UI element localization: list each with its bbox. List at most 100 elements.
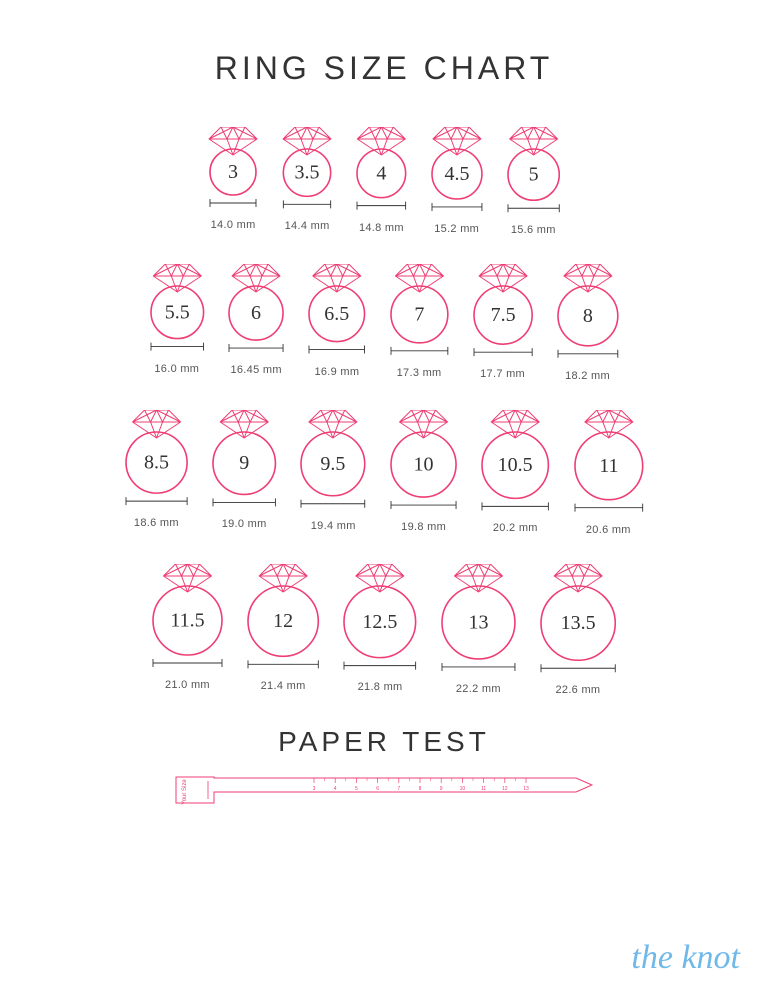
ring-mm-label: 22.6 mm <box>555 684 600 696</box>
ring-item: 11.5 21.0 mm <box>149 564 226 696</box>
ring-icon: 8.5 <box>122 410 191 511</box>
ring-item: 9 19.0 mm <box>209 410 279 536</box>
ring-icon: 5.5 <box>147 264 208 357</box>
ring-size-label: 10 <box>414 454 434 476</box>
ring-item: 12 21.4 mm <box>244 564 322 696</box>
ring-item: 3.5 14.4 mm <box>279 127 335 236</box>
ring-item: 3 14.0 mm <box>205 127 261 236</box>
svg-text:5: 5 <box>355 786 358 792</box>
ring-item: 414.8 mm <box>353 127 410 236</box>
ring-item: 5.5 16.0 mm <box>147 264 208 382</box>
ring-item: 12.5 21.8 mm <box>340 564 420 696</box>
ring-item: 10.5 20.2 mm <box>478 410 552 536</box>
ring-size-label: 4 <box>376 162 386 184</box>
ring-item: 5 15.6 mm <box>504 127 563 236</box>
ring-size-label: 3.5 <box>295 162 320 184</box>
ring-size-label: 13.5 <box>560 612 595 634</box>
ring-icon: 13.5 <box>537 564 619 678</box>
ring-row: 8.5 18.6 mm 9 19.0 mm 9.5 19.4 mm 10 19.8 mm 10.… <box>122 410 646 536</box>
paper-test-label: Your Size <box>182 779 188 805</box>
ring-row: 3 14.0 mm 3.5 14.4 mm 414.8 mm 4.5 15.2 mm 5 15.… <box>205 127 563 236</box>
svg-text:6: 6 <box>376 786 379 792</box>
svg-text:9: 9 <box>440 786 443 792</box>
svg-text:12: 12 <box>502 786 508 792</box>
ring-mm-label: 19.4 mm <box>311 520 356 532</box>
paper-test-ruler-icon: Your Size 3 4 5 6 7 8 9 10 11 12 13 <box>174 776 594 806</box>
ring-item: 6.516.9 mm <box>305 264 369 382</box>
ring-icon: 11 <box>571 410 647 518</box>
ring-icon: 3.5 <box>279 127 335 214</box>
ring-mm-label: 20.6 mm <box>586 524 631 536</box>
svg-text:13: 13 <box>523 786 529 792</box>
ring-icon: 10 <box>387 410 460 515</box>
ring-icon: 7.5 <box>470 264 536 362</box>
ring-item: 4.5 15.2 mm <box>428 127 486 236</box>
ring-mm-label: 16.0 mm <box>154 363 199 375</box>
svg-text:3: 3 <box>313 786 316 792</box>
page-title: RING SIZE CHART <box>40 50 728 87</box>
ring-icon: 9.5 <box>297 410 369 514</box>
svg-text:4: 4 <box>334 786 337 792</box>
svg-text:8: 8 <box>419 786 422 792</box>
ring-mm-label: 15.6 mm <box>511 224 556 236</box>
ring-item: 10 19.8 mm <box>387 410 460 536</box>
ring-icon: 4 <box>353 127 410 216</box>
ring-size-label: 8.5 <box>144 452 169 474</box>
ring-mm-label: 15.2 mm <box>434 223 479 235</box>
ring-size-grid: 3 14.0 mm 3.5 14.4 mm 414.8 mm 4.5 15.2 mm 5 15.… <box>40 127 728 696</box>
ring-item: 717.3 mm <box>387 264 452 382</box>
ring-item: 1322.2 mm <box>438 564 519 696</box>
svg-text:7: 7 <box>397 786 400 792</box>
ring-size-label: 11 <box>599 455 618 477</box>
ring-icon: 12 <box>244 564 322 674</box>
ring-mm-label: 21.0 mm <box>165 679 210 691</box>
ring-mm-label: 19.8 mm <box>401 521 446 533</box>
ring-size-label: 5 <box>528 164 538 186</box>
ring-size-label: 10.5 <box>498 454 533 476</box>
ring-item: 8.5 18.6 mm <box>122 410 191 536</box>
ring-item: 13.5 22.6 mm <box>537 564 619 696</box>
ring-mm-label: 19.0 mm <box>222 518 267 530</box>
ring-mm-label: 18.6 mm <box>134 517 179 529</box>
ring-size-label: 13 <box>468 611 488 633</box>
ring-row: 5.5 16.0 mm 6 16.45 mm 6.516.9 mm 717.3 mm 7.5… <box>147 264 622 382</box>
ring-size-label: 9 <box>239 452 249 474</box>
ring-size-label: 6 <box>251 302 261 324</box>
ring-icon: 4.5 <box>428 127 486 217</box>
ring-item: 11 20.6 mm <box>571 410 647 536</box>
ring-mm-label: 20.2 mm <box>493 522 538 534</box>
ring-icon: 9 <box>209 410 279 512</box>
ring-size-label: 12 <box>273 610 293 632</box>
ring-mm-label: 14.0 mm <box>211 219 256 231</box>
ring-size-label: 7 <box>414 304 424 326</box>
ring-icon: 12.5 <box>340 564 420 676</box>
ring-icon: 11.5 <box>149 564 226 673</box>
ring-size-label: 8 <box>583 305 593 327</box>
ring-size-label: 3 <box>228 161 238 183</box>
ring-mm-label: 14.4 mm <box>285 220 330 232</box>
ring-row: 11.5 21.0 mm 12 21.4 mm 12.5 21.8 mm 1322.2 mm… <box>149 564 619 696</box>
ring-size-label: 7.5 <box>490 304 515 326</box>
ring-icon: 6 <box>225 264 287 358</box>
ring-size-label: 9.5 <box>321 453 346 475</box>
ring-mm-label: 21.8 mm <box>358 681 403 693</box>
svg-text:11: 11 <box>481 786 486 792</box>
svg-text:10: 10 <box>460 786 466 792</box>
ring-icon: 8 <box>554 264 622 364</box>
ring-size-label: 4.5 <box>444 163 469 185</box>
ring-item: 7.5 17.7 mm <box>470 264 536 382</box>
ring-mm-label: 16.45 mm <box>230 364 281 376</box>
ring-size-label: 5.5 <box>164 302 189 324</box>
ring-mm-label: 21.4 mm <box>261 680 306 692</box>
ring-item: 6 16.45 mm <box>225 264 287 382</box>
brand-logo: the knot <box>631 939 740 977</box>
ring-item: 9.5 19.4 mm <box>297 410 369 536</box>
ring-mm-label: 17.7 mm <box>480 368 525 380</box>
paper-test-title: PAPER TEST <box>40 726 728 758</box>
ring-mm-label: 18.2 mm <box>565 370 610 382</box>
ring-icon: 3 <box>205 127 261 213</box>
ring-icon: 5 <box>504 127 563 218</box>
ring-item: 8 18.2 mm <box>554 264 622 382</box>
ring-size-label: 11.5 <box>170 609 204 631</box>
ring-icon: 13 <box>438 564 519 677</box>
